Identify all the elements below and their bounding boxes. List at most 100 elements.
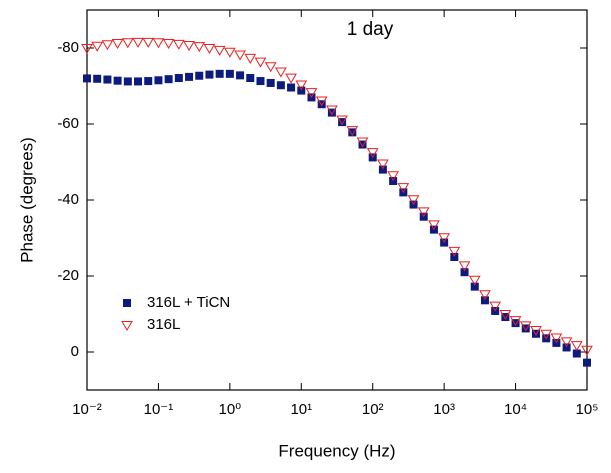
- data-point: [327, 108, 336, 117]
- data-point: [479, 290, 491, 301]
- data-point: [91, 41, 104, 52]
- data-point: [132, 37, 144, 48]
- data-point: [234, 50, 246, 61]
- data-point: [164, 75, 173, 84]
- data-point: [144, 77, 153, 86]
- data-point: [285, 73, 297, 84]
- data-point: [562, 343, 571, 352]
- data-point: [428, 220, 440, 231]
- data-point: [438, 233, 451, 244]
- data-point: [174, 74, 183, 83]
- data-point: [266, 78, 275, 87]
- data-point: [511, 319, 520, 328]
- data-point: [223, 47, 236, 58]
- data-point: [213, 45, 226, 56]
- x-tick-label: 10⁻¹: [144, 401, 174, 418]
- legend-label: 316L + TiCN: [147, 294, 230, 311]
- data-point: [489, 301, 502, 312]
- data-point: [397, 183, 410, 194]
- data-point: [203, 44, 216, 54]
- data-point: [417, 207, 430, 218]
- data-point: [83, 74, 91, 83]
- data-point: [540, 329, 553, 340]
- data-point: [205, 70, 214, 79]
- data-point: [458, 261, 471, 272]
- data-point: [154, 76, 163, 85]
- data-point: [276, 81, 285, 90]
- data-point: [142, 37, 155, 48]
- data-point: [519, 321, 532, 332]
- y-tick-label: 0: [71, 343, 79, 360]
- data-point: [407, 195, 420, 206]
- data-point: [470, 282, 479, 291]
- x-tick-label: 10¹: [290, 401, 312, 418]
- data-point: [215, 69, 224, 78]
- data-point: [81, 44, 93, 54]
- data-point: [195, 71, 204, 80]
- data-point: [275, 67, 287, 78]
- data-point: [264, 62, 277, 73]
- data-point: [581, 345, 593, 356]
- y-tick-label: -80: [57, 39, 79, 56]
- data-point: [183, 40, 195, 51]
- x-tick-label: 10⁴: [504, 401, 527, 418]
- data-point: [377, 159, 389, 170]
- data-point: [480, 296, 489, 305]
- legend-label: 316L: [147, 316, 180, 333]
- data-point: [387, 171, 400, 182]
- data-point: [305, 88, 318, 99]
- data-point: [358, 140, 367, 149]
- data-point: [225, 69, 234, 78]
- data-point: [152, 38, 165, 49]
- y-tick-label: -40: [57, 191, 79, 208]
- x-tick-label: 10⁵: [576, 401, 599, 418]
- data-point: [246, 74, 255, 83]
- annotation: 1 day: [347, 19, 394, 40]
- data-point: [572, 349, 581, 358]
- data-point: [583, 358, 591, 367]
- legend-marker: [123, 299, 131, 307]
- data-point: [101, 40, 114, 51]
- data-point: [338, 118, 347, 127]
- data-point: [348, 128, 357, 137]
- x-tick-label: 10²: [362, 401, 384, 418]
- data-point: [236, 71, 245, 80]
- x-tick-label: 10⁰: [219, 401, 242, 418]
- data-point: [448, 246, 461, 257]
- data-point: [468, 275, 481, 286]
- data-point: [560, 337, 573, 348]
- y-axis-label: Phase (degrees): [17, 137, 36, 263]
- data-point: [326, 105, 338, 116]
- data-point: [111, 39, 124, 50]
- data-point: [254, 57, 267, 68]
- data-point: [499, 310, 512, 320]
- data-point: [123, 77, 132, 86]
- data-point: [530, 325, 542, 336]
- y-tick-label: -60: [57, 115, 79, 132]
- legend-marker: [121, 321, 133, 331]
- data-point: [378, 165, 387, 174]
- data-point: [113, 76, 122, 85]
- data-point: [366, 148, 379, 159]
- data-point: [172, 39, 185, 50]
- data-point: [346, 126, 359, 137]
- data-point: [521, 324, 530, 333]
- x-axis-label: Frequency (Hz): [278, 441, 395, 460]
- data-point: [501, 313, 510, 322]
- data-point: [287, 83, 296, 92]
- data-point: [121, 38, 134, 49]
- data-point: [185, 72, 194, 81]
- data-point: [550, 333, 563, 344]
- data-point: [570, 341, 583, 352]
- plot-frame: [86, 9, 588, 391]
- data-point: [93, 74, 102, 83]
- data-point: [256, 77, 265, 86]
- data-point: [134, 77, 143, 86]
- data-point: [193, 42, 206, 53]
- data-point: [244, 53, 257, 64]
- x-tick-label: 10³: [433, 401, 455, 418]
- data-point: [356, 137, 369, 148]
- data-point: [103, 75, 112, 84]
